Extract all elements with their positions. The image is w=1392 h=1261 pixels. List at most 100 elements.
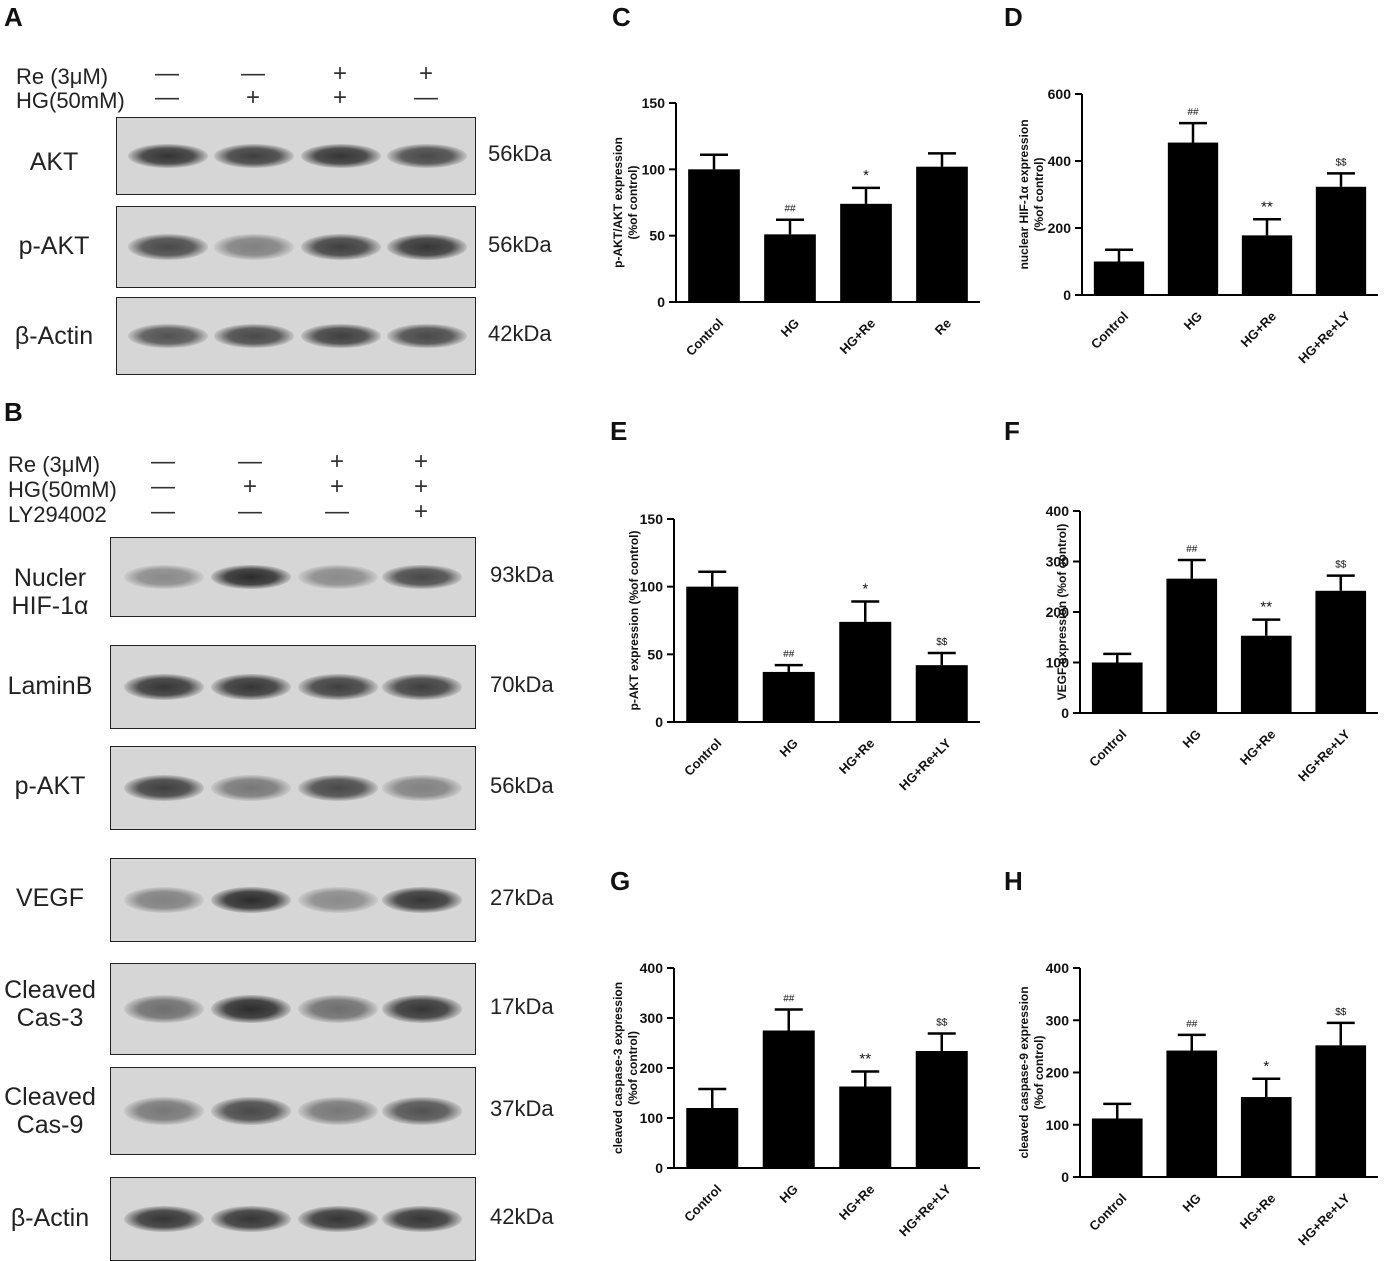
bar [1166, 1050, 1218, 1177]
y-tick-label: 150 [642, 95, 666, 111]
y-tick-label: 100 [642, 161, 666, 177]
bar [762, 671, 815, 722]
protein-band [124, 564, 204, 590]
bar [1315, 186, 1367, 295]
protein-band [124, 994, 204, 1024]
blot-strip [110, 645, 476, 729]
treatment-label: HG(50mM) [16, 88, 125, 113]
treatment-sign: — [414, 84, 438, 111]
protein-band [211, 673, 291, 701]
protein-band [301, 323, 381, 349]
treatment-sign: + [332, 84, 347, 111]
treatment-sign: — [155, 60, 179, 87]
treatment-sign: + [245, 84, 260, 111]
protein-band [211, 1205, 291, 1233]
protein-band [124, 886, 204, 914]
y-axis-label: cleaved caspase-3 expression [611, 982, 625, 1154]
significance-label: * [863, 167, 869, 184]
protein-band [214, 234, 294, 260]
y-tick-label: 600 [1048, 86, 1072, 102]
blot-row-label: Cleaved Cas-3 [4, 976, 96, 1032]
blot-strip [116, 206, 476, 288]
treatment-sign: — [151, 498, 175, 525]
protein-band [382, 673, 462, 701]
protein-band [382, 564, 462, 590]
protein-band [211, 1097, 291, 1125]
protein-band [214, 323, 294, 349]
significance-label: * [862, 581, 868, 598]
bar [840, 203, 892, 302]
treatment-sign: + [413, 498, 428, 525]
y-tick-label: 150 [640, 511, 664, 527]
molecular-weight-label: 37kDa [490, 1096, 554, 1121]
protein-band [298, 1097, 378, 1125]
y-tick-label: 100 [640, 579, 664, 595]
bar [1167, 142, 1219, 295]
blot-row-label: Nucler HIF-1α [11, 564, 89, 620]
bar [1240, 1097, 1292, 1177]
protein-band [387, 143, 467, 169]
y-tick-label: 100 [1046, 655, 1070, 671]
y-axis-label: VEGF expression (%of control) [1055, 524, 1069, 701]
bar [915, 665, 968, 722]
protein-band [211, 774, 291, 802]
significance-label: $$ [936, 1018, 948, 1029]
bar [1166, 578, 1218, 713]
x-tick-label: HG+Re+LY [1295, 1190, 1353, 1248]
x-tick-label: HG+Re [1237, 1191, 1279, 1233]
protein-band [298, 673, 378, 701]
treatment-label: LY294002 [8, 502, 107, 527]
significance-label: $$ [1335, 157, 1347, 168]
panel-letter-g: G [610, 866, 631, 896]
bar [1091, 1118, 1143, 1177]
protein-band [124, 673, 204, 701]
y-tick-label: 100 [1046, 1117, 1070, 1133]
protein-band [301, 234, 381, 260]
bar [1091, 662, 1143, 713]
bar [915, 1051, 968, 1168]
panel-letter-b: B [4, 397, 23, 427]
protein-band [382, 886, 462, 914]
molecular-weight-label: 56kDa [488, 141, 552, 166]
significance-label: $$ [1335, 560, 1347, 571]
significance-label: ## [783, 994, 795, 1005]
protein-band [128, 234, 208, 260]
protein-band [382, 1097, 462, 1125]
protein-band [124, 1097, 204, 1125]
protein-band [211, 886, 291, 914]
protein-band [382, 994, 462, 1024]
y-tick-label: 300 [1046, 1012, 1070, 1028]
y-axis-label: (%of control) [1032, 1036, 1046, 1110]
protein-band [211, 564, 291, 590]
significance-label: ## [1187, 107, 1199, 118]
molecular-weight-label: 42kDa [488, 321, 552, 346]
y-axis-label: (%of control) [626, 1031, 640, 1105]
blot-row-label: LaminB [7, 672, 93, 700]
protein-band [382, 1205, 462, 1233]
molecular-weight-label: 56kDa [490, 773, 554, 798]
protein-band [124, 774, 204, 802]
blot-row-label: VEGF [15, 884, 85, 912]
blot-strip [110, 537, 476, 617]
treatment-sign: — [241, 60, 265, 87]
bar [1240, 635, 1292, 713]
y-axis-label: nuclear HIF-1α expression [1017, 119, 1031, 269]
treatment-sign: + [332, 60, 347, 87]
y-tick-label: 300 [1046, 554, 1070, 570]
blot-row-label: β-Actin [10, 1204, 90, 1232]
bar [1241, 235, 1293, 295]
treatment-sign: — [238, 448, 262, 475]
y-tick-label: 50 [647, 646, 663, 662]
significance-label: * [1263, 1058, 1269, 1075]
panel-letter-c: C [612, 2, 631, 32]
blot-strip [110, 963, 476, 1055]
y-tick-label: 0 [1061, 1169, 1069, 1185]
protein-band [298, 994, 378, 1024]
treatment-sign: + [418, 60, 433, 87]
bar [688, 169, 740, 302]
bar [686, 586, 739, 722]
treatment-sign: + [413, 473, 428, 500]
